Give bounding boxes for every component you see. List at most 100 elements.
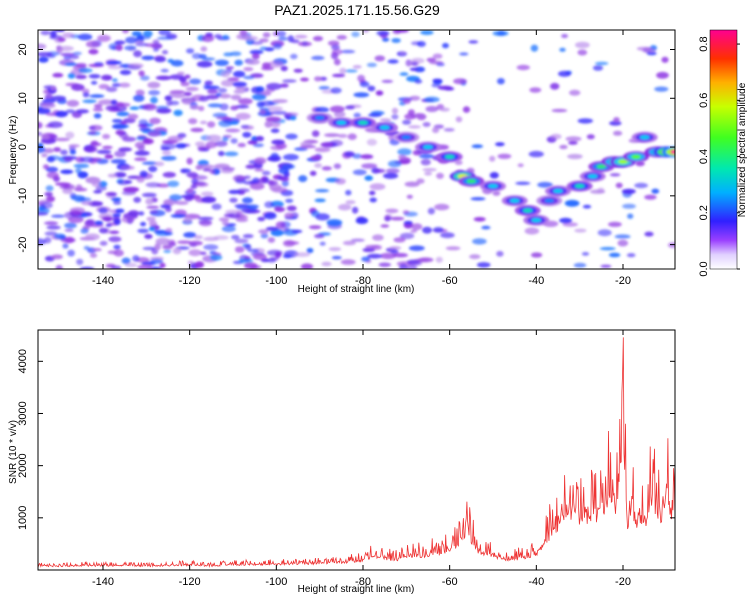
spectrogram-cell — [220, 79, 235, 87]
spectrogram-cell — [66, 99, 80, 107]
spectrogram-cell — [93, 103, 103, 109]
spectrogram-cell — [153, 230, 167, 234]
spectrogram-cell — [293, 68, 303, 73]
spectrogram-cell — [108, 236, 122, 243]
spectrogram-cell — [111, 78, 118, 83]
spectrogram-cell — [73, 163, 90, 169]
spectrogram-cell — [414, 66, 426, 73]
spectrogram-cell — [55, 182, 71, 186]
spectrogram-cell — [268, 180, 279, 186]
spectrogram-cell — [199, 95, 209, 102]
spectrogram-cell — [112, 213, 121, 218]
spectrogram-cell — [133, 94, 145, 102]
spectrogram-cell — [133, 196, 142, 203]
spectrogram-cell — [252, 253, 267, 260]
spectrogram-cell — [366, 138, 378, 146]
spectrogram-cell — [379, 118, 392, 122]
spectrogram-cell — [243, 75, 255, 80]
spectrogram-cell — [64, 62, 78, 66]
spectrogram-cell — [92, 157, 102, 161]
spectrogram-cell — [562, 222, 578, 227]
colorbar-label: Normalized spectral amplitude — [737, 82, 748, 217]
spectrogram-cell — [189, 78, 202, 85]
spectrogram-cell — [340, 49, 356, 54]
y-tick-label: 0 — [17, 144, 29, 150]
spectrogram-cell — [146, 205, 160, 209]
spectrogram-cell — [361, 256, 371, 262]
spectrogram-cell — [38, 107, 51, 115]
spectrogram-cell — [442, 42, 449, 49]
spectrogram-cell — [167, 58, 174, 63]
ridge-point — [522, 208, 533, 213]
colorbar-tick-label: 0.6 — [698, 93, 710, 108]
spectrogram-cell — [559, 217, 573, 224]
spectrogram-cell — [285, 112, 299, 117]
y-tick-label: -10 — [17, 188, 29, 204]
spectrogram-cell — [98, 227, 109, 234]
spectrogram-cell — [123, 186, 140, 193]
spectrogram-cell — [245, 164, 257, 169]
spectrogram-cell — [402, 210, 410, 215]
spectrogram-cell — [229, 197, 238, 203]
spectrogram-cell — [195, 182, 209, 188]
spectrogram-cell — [116, 111, 130, 117]
y-tick-label: 4000 — [17, 349, 29, 373]
spectrogram-cell — [144, 234, 153, 239]
spectrogram-cell — [161, 155, 177, 161]
spectrogram-cell — [418, 257, 434, 263]
spectrogram-cell — [93, 113, 102, 119]
spectrogram-cell — [254, 157, 267, 165]
spectrogram-cell — [335, 178, 346, 185]
spectrogram-cell — [142, 161, 158, 165]
spectrogram-cell — [550, 133, 562, 140]
spectrogram-cell — [145, 198, 154, 205]
spectrogram-cell — [621, 188, 636, 195]
spectrogram-cell — [38, 43, 47, 50]
spectrogram-cell — [148, 89, 161, 96]
spectrogram-cell — [138, 119, 148, 126]
ridge-point — [618, 159, 628, 164]
spectrogram-cell — [248, 206, 258, 211]
spectrogram-cell — [124, 262, 138, 268]
x-tick-label: -40 — [528, 576, 544, 588]
spectrogram-cell — [416, 113, 427, 121]
snr-y-axis-title: SNR (10 * v/v) — [8, 420, 19, 484]
spectrogram-cell — [136, 176, 145, 183]
colorbar-tick-label: 0.0 — [698, 261, 710, 276]
spectrogram-cell — [390, 249, 399, 254]
spectrogram-cell — [207, 103, 223, 108]
spectrogram-cell — [50, 86, 57, 91]
spectrogram-cell — [114, 150, 126, 158]
spectrogram-cell — [44, 221, 59, 226]
spectrogram-cell — [436, 62, 445, 67]
spectrogram-cell — [64, 236, 75, 244]
spectrogram-cell — [235, 86, 246, 90]
spectrogram-cell — [76, 258, 84, 266]
spectrogram-cell — [259, 109, 267, 115]
spectrogram-frame — [37, 29, 676, 270]
spectrogram-cell — [75, 168, 82, 174]
spectrogram-cell — [44, 192, 53, 197]
colorbar: 0.0 0.2 0.4 0.6 0.8 Normalized spectral ampl… — [698, 29, 748, 277]
spectrogram-cell — [180, 81, 190, 87]
spectrogram-cell — [285, 133, 298, 140]
spectrogram-cell — [199, 164, 215, 169]
spectrogram-cell — [124, 180, 133, 184]
spectrogram-cell — [469, 254, 481, 260]
spectrogram-cell — [150, 96, 158, 104]
colorbar-tick-label: 0.2 — [698, 205, 710, 220]
spectrogram-cell — [270, 200, 284, 208]
ridge-point — [670, 149, 675, 155]
spectrogram-cell — [389, 246, 402, 250]
x-tick-label: -60 — [442, 576, 458, 588]
spectrogram-cell — [155, 237, 171, 245]
spectrogram-cell — [145, 182, 161, 188]
spectrogram-cell — [209, 168, 216, 175]
y-tick-label: 3000 — [17, 401, 29, 425]
spectrogram-cell — [409, 95, 421, 101]
spectrogram-cell — [408, 245, 425, 251]
spectrogram-cell — [115, 208, 125, 214]
spectrogram-cell — [102, 133, 111, 140]
